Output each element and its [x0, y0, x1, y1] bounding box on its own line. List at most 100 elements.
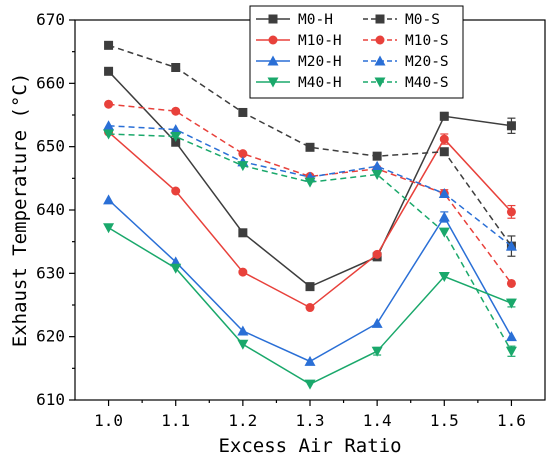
- legend-marker: [268, 14, 278, 24]
- data-point: [439, 134, 449, 144]
- data-point: [304, 355, 316, 366]
- series-line-m20-h: [108, 199, 513, 363]
- x-tick-label: 1.0: [94, 411, 123, 430]
- data-point: [505, 298, 517, 309]
- x-tick-label: 1.6: [497, 411, 526, 430]
- legend-label: M0-H: [298, 12, 333, 28]
- x-tick-label: 1.2: [228, 411, 257, 430]
- series-line-m40-s: [108, 133, 513, 352]
- data-point: [372, 151, 382, 161]
- legend-label: M40-H: [298, 75, 342, 91]
- data-point: [305, 142, 315, 152]
- data-point: [506, 207, 516, 217]
- legend-marker: [267, 55, 279, 66]
- series-line-m10-h: [108, 131, 512, 309]
- data-point: [171, 186, 181, 196]
- legend-marker: [268, 35, 278, 45]
- data-point: [170, 132, 182, 143]
- data-point: [237, 161, 249, 172]
- series-m20-h: [103, 194, 517, 366]
- y-axis-title: Exhaust Temperature (°C): [9, 73, 31, 348]
- x-tick-label: 1.1: [161, 411, 190, 430]
- data-point: [238, 267, 248, 277]
- data-point: [237, 325, 249, 336]
- y-tick-label: 620: [36, 327, 65, 346]
- legend-item-m40-h: M40-H: [256, 75, 342, 91]
- data-point: [103, 223, 115, 234]
- data-point: [170, 124, 182, 135]
- y-tick-label: 610: [36, 390, 65, 409]
- data-point: [103, 129, 115, 140]
- data-point: [305, 303, 315, 313]
- y-tick-label: 670: [36, 10, 65, 29]
- data-point: [371, 160, 383, 171]
- legend-label: M20-S: [405, 54, 449, 70]
- data-point: [505, 331, 517, 342]
- legend-item-m0-s: M0-S: [363, 12, 440, 28]
- legend-item-m20-s: M20-S: [363, 54, 449, 70]
- data-point: [304, 177, 316, 188]
- x-axis-title: Excess Air Ratio: [218, 435, 401, 457]
- legend-item-m10-s: M10-S: [363, 33, 449, 49]
- data-point: [506, 121, 516, 131]
- x-axis: 1.0 1.1 1.2 1.3 1.4 1.5 1.6: [94, 400, 526, 430]
- data-point: [171, 106, 181, 116]
- legend-item-m10-h: M10-H: [256, 33, 342, 49]
- data-point: [238, 107, 248, 117]
- series-m40-s: [103, 129, 517, 357]
- data-point: [171, 63, 181, 72]
- legend-marker: [375, 35, 385, 45]
- data-point: [104, 40, 114, 50]
- data-point: [237, 339, 249, 350]
- series-m0-h: [104, 66, 516, 292]
- data-point: [371, 317, 383, 328]
- data-point: [238, 149, 248, 159]
- legend-item-m20-h: M20-H: [256, 54, 342, 70]
- legend-label: M20-H: [298, 54, 342, 70]
- data-point: [238, 228, 248, 238]
- data-point: [305, 282, 315, 292]
- series-m40-h: [103, 223, 517, 390]
- series-m10-s: [104, 99, 516, 288]
- legend-label: M40-S: [405, 75, 449, 91]
- legend-marker: [374, 77, 386, 88]
- x-tick-label: 1.3: [296, 411, 325, 430]
- legend-label: M10-S: [405, 33, 449, 49]
- data-point: [304, 379, 316, 390]
- legend-marker: [267, 77, 279, 88]
- data-point: [372, 249, 382, 259]
- data-point: [103, 120, 115, 131]
- data-point: [438, 211, 450, 222]
- legend-marker: [374, 55, 386, 66]
- data-point: [505, 240, 517, 251]
- data-point: [371, 170, 383, 181]
- legend-label: M10-H: [298, 33, 342, 49]
- data-point: [371, 346, 383, 357]
- data-point: [505, 346, 517, 357]
- data-point: [103, 194, 115, 205]
- series-layer: [103, 40, 517, 390]
- y-tick-label: 650: [36, 137, 65, 156]
- data-point: [438, 188, 450, 199]
- data-point: [438, 272, 450, 282]
- data-point: [438, 227, 450, 238]
- x-tick-label: 1.4: [363, 411, 392, 430]
- data-point: [104, 66, 114, 76]
- y-tick-label: 640: [36, 200, 65, 219]
- y-axis: 610 620 630 640 650 660 670: [36, 10, 75, 409]
- legend-label: M0-S: [405, 12, 440, 28]
- data-point: [170, 263, 182, 274]
- legend-item-m40-s: M40-S: [363, 75, 449, 91]
- data-point: [104, 99, 114, 109]
- data-point: [439, 147, 449, 157]
- y-tick-label: 630: [36, 263, 65, 282]
- data-point: [506, 278, 516, 288]
- data-point: [171, 137, 181, 147]
- legend-item-m0-h: M0-H: [256, 12, 333, 28]
- legend: M0-H M10-H M20-H M40-H M0-S M10-S M20-S M40-S: [249, 5, 464, 99]
- data-point: [439, 111, 449, 121]
- legend-marker: [375, 14, 385, 24]
- x-tick-label: 1.5: [430, 411, 459, 430]
